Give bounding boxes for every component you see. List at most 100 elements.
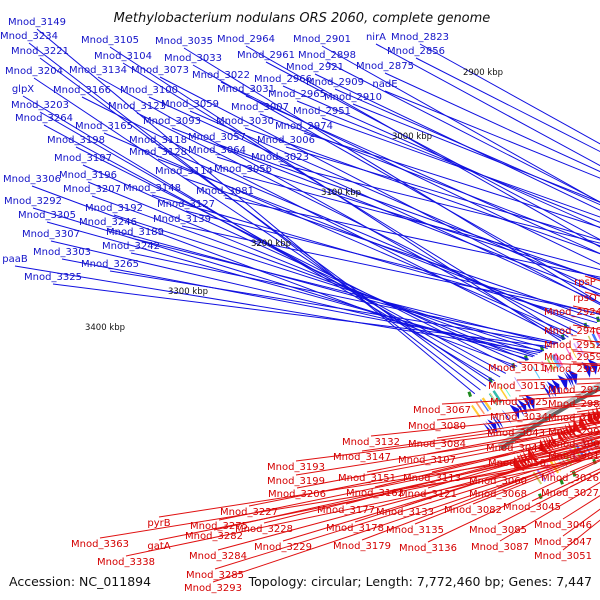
gene-label-mnod-3107: Mnod_3107 [398,455,456,466]
rna-mark [571,471,577,477]
cog-block [492,390,503,404]
gene-label-mnod-3197: Mnod_3197 [54,153,112,164]
gene-label-mnod-2910: Mnod_2910 [324,92,382,103]
gene-arrow [485,420,496,436]
gene-label-mnod-3084: Mnod_3084 [408,439,466,450]
kbp-label: 3400 kbp [85,323,125,333]
cog-block [475,402,485,415]
callout-line [189,110,600,291]
gene-label-mnod-3056: Mnod_3056 [214,164,272,175]
gene-label-mnod-3006: Mnod_3006 [257,135,315,146]
gene-label-mnod-3100: Mnod_3100 [120,85,178,96]
gene-label-mnod-3114: Mnod_3114 [155,166,213,177]
gene-label-mnod-3113: Mnod_3113 [403,473,461,484]
callout-line [213,443,600,531]
gene-arrow [581,361,591,378]
callout-line [436,403,600,421]
gene-label-mnod-3305: Mnod_3305 [18,210,76,221]
gene-label-mnod-3189: Mnod_3189 [106,227,164,238]
callout-line [50,240,538,355]
callout-line [214,449,600,570]
cog-block [554,352,564,366]
rna-mark [559,478,564,485]
gene-label-mnod-3046: Mnod_3046 [534,520,592,531]
gene-label-mnod-3136: Mnod_3136 [399,543,457,554]
gene-label-mnod-2972: Mnod_2972 [548,385,600,396]
gene-label-mnod-3133: Mnod_3133 [376,507,434,518]
gene-label-mnod-3229: Mnod_3229 [254,542,312,553]
gene-label-mnod-3193: Mnod_3193 [267,462,325,473]
callout-line [562,495,600,520]
callout-line [113,214,543,353]
gene-label-mnod-3059: Mnod_3059 [161,99,219,110]
callout-line [218,441,600,521]
callout-line [158,447,600,518]
callout-line [314,73,600,211]
gene-label-paab: paaB [2,254,28,265]
gene-arrow [545,436,555,452]
callout-line [265,61,600,241]
gene-label-mnod-3034: Mnod_3034 [490,412,548,423]
callout-line [516,433,600,458]
gene-label-mnod-2967: Mnod_2967 [544,364,600,375]
gene-arrow [514,401,525,417]
gene-label-mnod-3080: Mnod_3080 [408,421,466,432]
gene-arrow [587,358,598,375]
gene-arrow [491,416,502,432]
gene-arrow [493,414,504,430]
gene-arrow [549,433,560,449]
cog-block [546,357,555,371]
callout-line [242,175,600,271]
callout-line [282,85,600,229]
gene-arrow [546,381,556,397]
gene-label-mnod-2964: Mnod_2964 [217,34,275,45]
gene-label-mnod-3064: Mnod_3064 [188,145,246,156]
callout-line [370,411,600,437]
gene-label-mnod-3282: Mnod_3282 [185,531,243,542]
gene-label-mnod-2909: Mnod_2909 [306,77,364,88]
gene-label-mnod-3123: Mnod_3123 [108,101,166,112]
gene-label-mnod-3104: Mnod_3104 [94,51,152,62]
gene-arrow [567,369,578,386]
gene-label-mnod-2980: Mnod_2980 [548,399,600,410]
kbp-scale: 2900 kbp 3000 kbp 3100 kbp 3200 kbp 3300 kbp… [85,68,503,333]
callout-line [384,72,600,173]
cog-block [481,397,492,411]
callout-line [427,437,600,489]
gene-label-mnod-3246: Mnod_3246 [79,217,137,228]
gene-label-mnod-3060: Mnod_3060 [469,476,527,487]
cog-block [591,333,600,347]
callout-line [32,207,529,360]
cog-block [532,366,541,379]
gene-label-mnod-3303: Mnod_3303 [33,247,91,258]
gene-label-mnod-3087: Mnod_3087 [471,542,529,553]
cog-block [550,354,560,369]
gene-label-mnod-3338: Mnod_3338 [97,557,155,568]
cog-block [549,356,557,369]
callout-lines [14,28,600,583]
gene-label-mnod-3015: Mnod_3015 [488,381,546,392]
callout-line [82,164,522,365]
gene-label-mnod-3068: Mnod_3068 [469,489,527,500]
gene-arrow [521,396,532,412]
gene-label-mnod-3198: Mnod_3198 [47,135,105,146]
gene-arrow [487,419,498,434]
gene-label-mnod-3363: Mnod_3363 [71,539,129,550]
gene-label-mnod-3026: Mnod_3026 [541,473,599,484]
gene-label-mnod-2996: Mnod_2996 [548,427,600,438]
callout-line [99,456,600,539]
callout-line [303,132,600,228]
gene-label-glpx: glpX [12,84,34,95]
gene-arrow [563,371,573,388]
gene-label-mnod-3204: Mnod_3204 [5,66,63,77]
genome-summary: Topology: circular; Length: 7,772,460 bp… [248,574,592,589]
gene-label-mnod-3127: Mnod_3127 [157,199,215,210]
gene-label-mnod-3082: Mnod_3082 [444,505,502,516]
gene-arrow [519,452,530,468]
gene-label-mnod-3177: Mnod_3177 [317,505,375,516]
cog-block [596,331,600,341]
gene-label-mnod-3033: Mnod_3033 [164,53,222,64]
gene-label-mnod-3149: Mnod_3149 [8,17,66,28]
cog-block [502,384,511,397]
